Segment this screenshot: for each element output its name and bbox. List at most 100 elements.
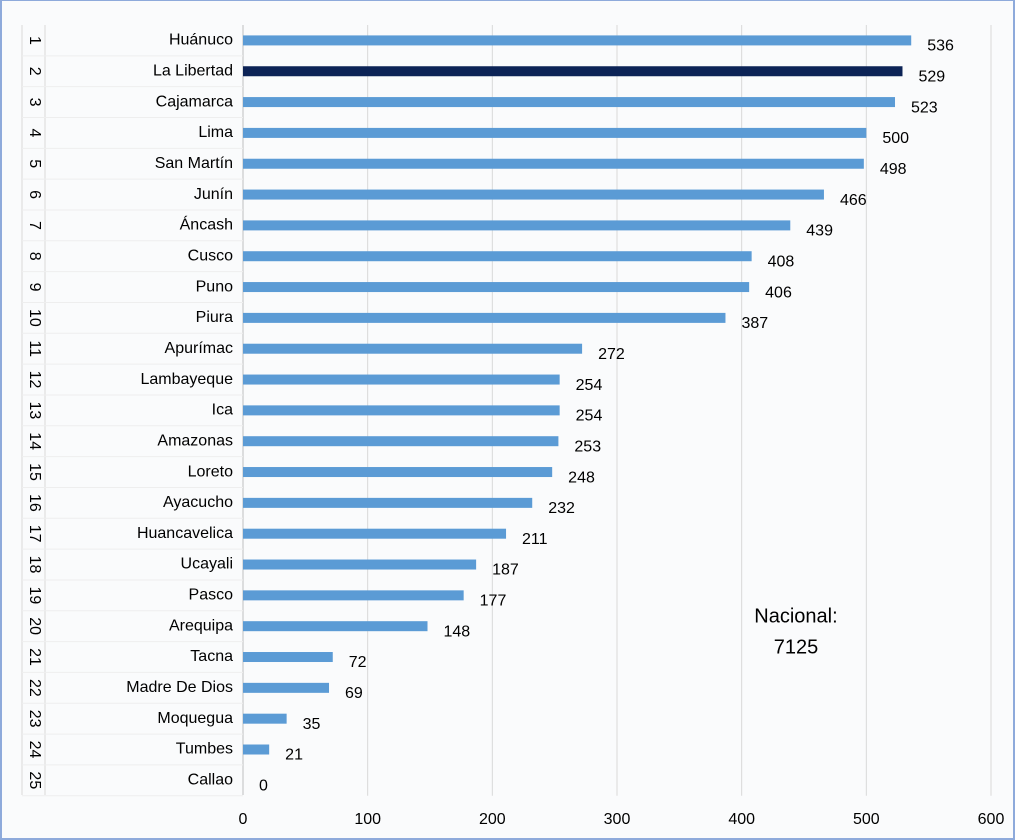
category-label: Loreto <box>188 463 233 480</box>
value-label: 35 <box>303 716 321 733</box>
category-label: Callao <box>188 772 233 789</box>
bar <box>243 559 477 570</box>
bar <box>243 405 560 416</box>
category-label: Puno <box>196 278 233 295</box>
category-label: Ucayali <box>181 556 233 573</box>
value-label: 177 <box>480 593 507 610</box>
category-label: Apurímac <box>165 340 233 357</box>
value-label: 498 <box>880 161 907 178</box>
category-label: Áncash <box>180 215 233 234</box>
x-tick-label: 500 <box>853 811 880 828</box>
x-tick-label: 300 <box>604 811 631 828</box>
bar <box>243 497 533 508</box>
x-tick-label: 100 <box>354 811 381 828</box>
rank-label: 20 <box>26 617 43 635</box>
category-label: Arequipa <box>169 617 233 634</box>
x-tick-label: 200 <box>479 811 506 828</box>
category-label: Cusco <box>188 247 233 264</box>
rank-label: 25 <box>26 771 43 789</box>
rank-label: 5 <box>26 159 43 168</box>
value-label: 529 <box>918 68 945 85</box>
rank-label: 21 <box>26 648 43 666</box>
value-label: 387 <box>741 315 768 332</box>
bar <box>243 158 864 169</box>
value-label: 211 <box>522 531 548 548</box>
bar <box>243 343 583 354</box>
bar <box>243 251 752 262</box>
rank-label: 11 <box>26 340 43 357</box>
category-label: Ayacucho <box>163 494 233 511</box>
rank-label: 3 <box>26 98 43 107</box>
rank-label: 18 <box>26 556 43 574</box>
bar <box>243 682 330 693</box>
category-label: Lambayeque <box>140 371 233 388</box>
bar <box>243 220 791 231</box>
value-label: 187 <box>492 562 519 579</box>
value-label: 254 <box>576 377 603 394</box>
rank-label: 23 <box>26 710 43 728</box>
rank-label: 8 <box>26 252 43 261</box>
rank-label: 1 <box>26 36 43 45</box>
bar <box>243 189 824 200</box>
rank-label: 15 <box>26 463 43 481</box>
bar <box>243 744 270 755</box>
bar <box>243 127 867 138</box>
value-label: 248 <box>568 469 595 486</box>
rank-label: 6 <box>26 190 43 199</box>
category-label: Huancavelica <box>137 525 233 542</box>
category-label: Tacna <box>190 648 233 665</box>
value-label: 72 <box>349 654 367 671</box>
value-label: 21 <box>285 747 303 764</box>
value-label: 254 <box>576 408 603 425</box>
rank-label: 24 <box>26 741 43 759</box>
bar <box>243 282 750 293</box>
category-label: Tumbes <box>176 741 233 758</box>
bar <box>243 97 896 108</box>
category-label: Ica <box>212 402 233 419</box>
value-label: 406 <box>765 284 792 301</box>
value-label: 536 <box>927 38 954 55</box>
rank-label: 14 <box>26 432 43 450</box>
bar <box>243 436 559 447</box>
rank-label: 9 <box>26 283 43 292</box>
rank-label: 2 <box>26 67 43 76</box>
bar <box>243 35 912 46</box>
category-label: Piura <box>196 309 233 326</box>
rank-label: 17 <box>26 525 43 543</box>
category-label: La Libertad <box>153 62 233 79</box>
category-label: Cajamarca <box>156 93 233 110</box>
rank-label: 7 <box>26 221 43 230</box>
annotation: Nacional: <box>754 605 837 627</box>
category-label: Pasco <box>189 587 234 604</box>
category-label: Amazonas <box>157 432 233 449</box>
value-label: 439 <box>806 223 833 240</box>
value-label: 0 <box>259 778 268 795</box>
value-label: 69 <box>345 685 363 702</box>
rank-label: 12 <box>26 371 43 389</box>
bar <box>243 621 428 632</box>
bar <box>243 652 333 663</box>
value-label: 523 <box>911 99 938 116</box>
rank-label: 19 <box>26 586 43 604</box>
value-label: 232 <box>548 500 575 517</box>
bar <box>243 528 507 539</box>
x-tick-label: 400 <box>728 811 755 828</box>
x-tick-label: 0 <box>239 811 248 828</box>
value-label: 253 <box>574 438 601 455</box>
bar <box>243 590 464 601</box>
x-tick-label: 600 <box>978 811 1005 828</box>
value-label: 408 <box>768 253 795 270</box>
category-label: Lima <box>198 124 233 141</box>
category-label: Huánuco <box>169 32 233 49</box>
value-label: 500 <box>882 130 909 147</box>
category-label: Madre De Dios <box>126 679 233 696</box>
bar <box>243 713 287 724</box>
category-label: San Martín <box>155 155 233 172</box>
category-label: Moquegua <box>157 710 233 727</box>
rank-label: 13 <box>26 401 43 419</box>
annotation: 7125 <box>774 636 819 658</box>
value-label: 148 <box>444 623 471 640</box>
rank-label: 4 <box>26 128 43 137</box>
